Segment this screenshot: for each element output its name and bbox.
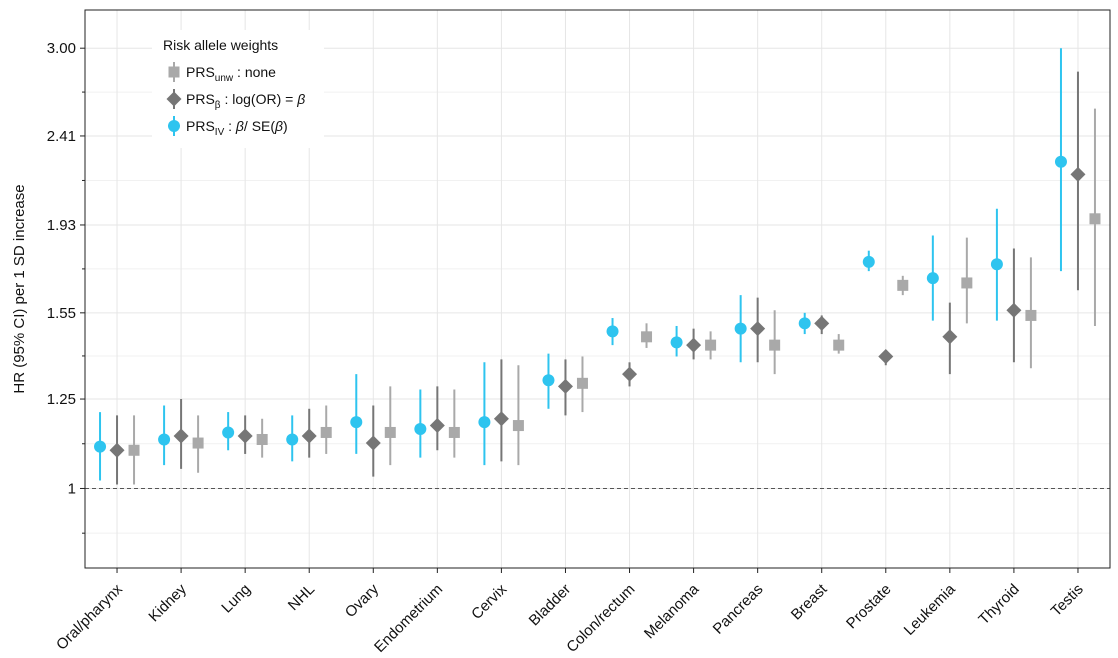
point-beta: [109, 442, 125, 458]
point-iv: [926, 272, 939, 285]
series-beta: [109, 71, 1086, 485]
legend-background: [152, 30, 324, 148]
point-beta: [237, 428, 253, 444]
point-iv: [734, 322, 747, 335]
legend-label: PRSβ : log(OR) = β: [186, 91, 305, 111]
y-tick-label: 1.25: [47, 391, 76, 408]
x-axis-ticks: Oral/pharynx Kidney Lung NHL OvaryEndometriu…: [53, 568, 1087, 656]
plot-frame: [84, 9, 1111, 569]
point-iv: [94, 440, 107, 453]
x-tick-label: Endometrium: [371, 581, 446, 656]
x-tick-label: Kidney: [145, 580, 190, 625]
x-tick-label: Pancreas: [710, 581, 767, 638]
point-unw: [833, 339, 845, 351]
y-tick-label: 1: [68, 480, 76, 497]
x-tick-label: Ovary: [342, 580, 383, 621]
point-beta: [942, 329, 958, 345]
data-series: [94, 48, 1101, 485]
x-tick-label: NHL: [285, 581, 318, 614]
point-beta: [557, 378, 573, 394]
point-unw: [192, 437, 204, 449]
legend: Risk allele weights PRSIV : β/ SE(β) PRSβ…: [152, 30, 324, 148]
point-iv: [862, 255, 875, 268]
x-tick-label: Lung: [218, 581, 254, 617]
point-iv: [542, 374, 555, 387]
legend-marker-iv: [168, 120, 180, 132]
point-beta: [493, 411, 509, 427]
point-unw: [576, 377, 588, 389]
series-iv: [94, 48, 1067, 481]
point-unw: [769, 339, 781, 351]
point-unw: [897, 279, 909, 291]
legend-marker-unw: [168, 66, 180, 78]
y-tick-label: 3.00: [47, 40, 76, 57]
point-iv: [798, 317, 811, 330]
legend-label: PRSIV : β/ SE(β): [186, 118, 288, 138]
point-iv: [478, 416, 491, 429]
point-iv: [990, 258, 1003, 271]
point-unw: [512, 420, 524, 432]
point-unw: [641, 331, 653, 343]
point-iv: [286, 433, 299, 446]
point-iv: [158, 433, 171, 446]
x-tick-label: Bladder: [526, 581, 575, 630]
point-unw: [256, 433, 268, 445]
y-tick-label: 1.93: [47, 217, 76, 234]
x-tick-label: Thyroid: [975, 581, 1022, 628]
point-iv: [222, 426, 235, 439]
x-tick-label: Breast: [788, 580, 831, 623]
y-tick-label: 2.41: [47, 128, 76, 145]
point-unw: [384, 426, 396, 438]
point-unw: [1089, 213, 1101, 225]
point-unw: [320, 426, 332, 438]
x-tick-label: Prostate: [843, 581, 895, 633]
legend-items: PRSIV : β/ SE(β) PRSβ : log(OR) = β PRSunw…: [166, 62, 305, 138]
y-tick-label: 1.55: [47, 305, 76, 322]
point-beta: [750, 321, 766, 337]
point-beta: [1006, 302, 1022, 318]
point-iv: [606, 325, 619, 338]
point-beta: [429, 418, 445, 434]
point-iv: [1054, 155, 1067, 168]
point-unw: [1025, 309, 1037, 321]
point-iv: [414, 422, 427, 435]
legend-entry-unw: PRSunw : none: [168, 62, 276, 84]
series-unw: [128, 108, 1101, 485]
x-tick-label: Melanoma: [641, 580, 703, 642]
y-axis-title: HR (95% CI) per 1 SD increase: [11, 184, 28, 393]
x-tick-label: Oral/pharynx: [53, 580, 126, 653]
legend-entry-iv: PRSIV : β/ SE(β): [168, 116, 288, 138]
point-unw: [128, 444, 140, 456]
x-tick-label: Colon/rectum: [563, 581, 638, 656]
legend-entry-beta: PRSβ : log(OR) = β: [166, 89, 305, 111]
point-unw: [448, 426, 460, 438]
point-beta: [878, 348, 894, 364]
point-beta: [686, 337, 702, 353]
point-beta: [365, 435, 381, 451]
point-iv: [350, 416, 363, 429]
point-beta: [622, 366, 638, 382]
point-beta: [814, 315, 830, 331]
x-tick-label: Testis: [1048, 581, 1087, 620]
point-unw: [961, 277, 973, 289]
x-tick-label: Leukemia: [901, 580, 959, 638]
legend-label: PRSunw : none: [186, 64, 276, 84]
point-beta: [173, 428, 189, 444]
point-beta: [1070, 166, 1086, 182]
point-iv: [670, 336, 683, 349]
legend-marker-beta: [166, 91, 182, 107]
legend-title: Risk allele weights: [163, 37, 278, 53]
x-tick-label: Cervix: [468, 580, 510, 622]
point-beta: [301, 428, 317, 444]
point-unw: [705, 339, 717, 351]
y-axis-ticks: 1 1.25 1.55 1.93 2.41 3.00: [47, 40, 85, 534]
